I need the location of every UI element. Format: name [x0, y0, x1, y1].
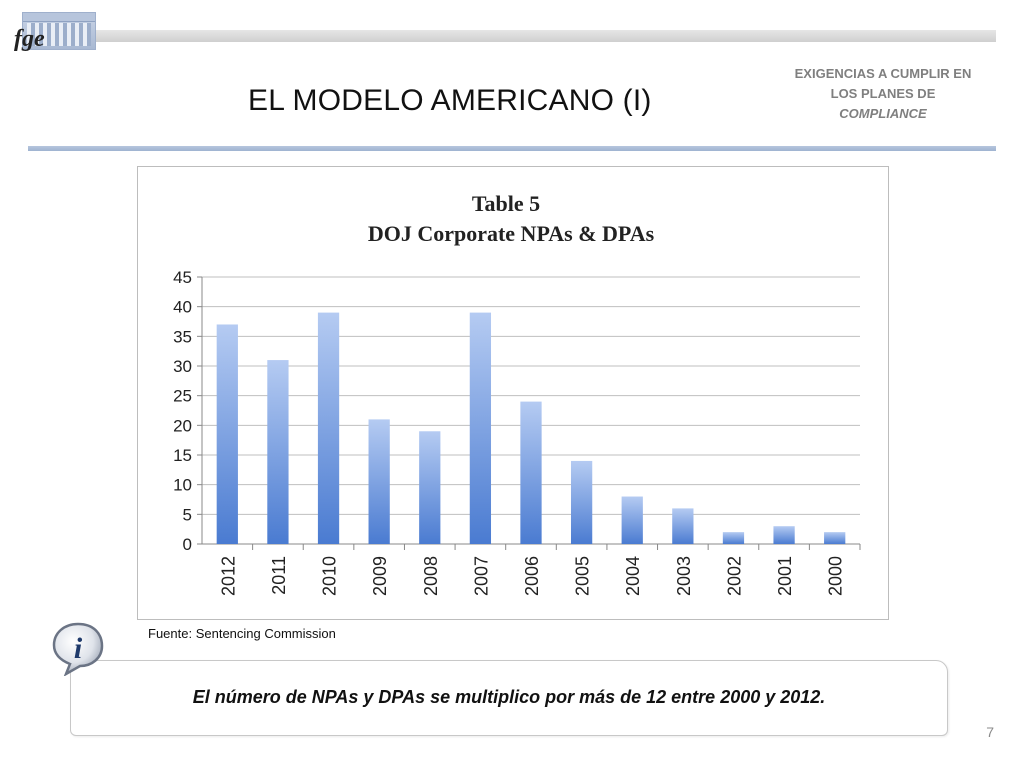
source-note: Fuente: Sentencing Commission — [148, 626, 336, 641]
y-tick-label: 40 — [173, 298, 192, 317]
chart-subtitle: DOJ Corporate NPAs & DPAs — [368, 221, 655, 246]
header-bar — [96, 30, 996, 42]
x-tick-label: 2012 — [218, 556, 238, 596]
bar-2003 — [672, 508, 694, 544]
x-tick-label: 2001 — [775, 556, 795, 596]
info-text: El número de NPAs y DPAs se multiplico p… — [192, 687, 826, 707]
chart-title: Table 5 — [472, 191, 540, 216]
y-tick-label: 25 — [173, 387, 192, 406]
info-callout: El número de NPAs y DPAs se multiplico p… — [70, 660, 948, 736]
logo-text: fge — [14, 26, 45, 52]
page-title: EL MODELO AMERICANO (I) — [248, 84, 652, 117]
x-tick-label: 2004 — [623, 556, 643, 596]
header-divider — [28, 146, 996, 151]
bar-2005 — [570, 460, 593, 544]
bar-2012 — [216, 324, 238, 544]
x-tick-label: 2005 — [573, 556, 593, 596]
side-heading-line2: LOS PLANES DE — [830, 86, 936, 101]
y-tick-label: 15 — [173, 446, 192, 465]
x-tick-label: 2003 — [674, 556, 694, 596]
x-tick-label: 2000 — [826, 556, 846, 596]
bar-2011 — [267, 360, 289, 544]
y-tick-label: 30 — [173, 357, 192, 376]
bar-2010 — [317, 312, 340, 544]
bar-2004 — [621, 496, 643, 544]
bar-2008 — [419, 431, 441, 544]
bar-2002 — [722, 532, 745, 544]
logo-building — [22, 12, 96, 50]
side-heading-line1: EXIGENCIAS A CUMPLIR EN — [794, 66, 972, 81]
bar-2001 — [773, 526, 795, 544]
x-tick-label: 2008 — [421, 556, 441, 596]
bar-2007 — [469, 312, 492, 544]
chart-frame: Table 5 DOJ Corporate NPAs & DPAs 0 5 10 15… — [137, 166, 889, 620]
x-tick-label: 2010 — [320, 556, 340, 596]
y-tick-label: 10 — [173, 476, 192, 495]
bar-chart: Table 5 DOJ Corporate NPAs & DPAs 0 5 10 15… — [173, 191, 861, 596]
page-number: 7 — [986, 724, 994, 740]
x-tick-label: 2009 — [370, 556, 390, 596]
bar-2009 — [368, 419, 390, 544]
svg-text:i: i — [74, 632, 83, 665]
side-heading-line3: COMPLIANCE — [839, 106, 927, 121]
y-tick-label: 0 — [183, 535, 192, 554]
x-tick-label: 2011 — [269, 556, 289, 595]
info-icon: i — [52, 622, 104, 676]
y-tick-label: 45 — [173, 268, 192, 287]
y-tick-label: 5 — [183, 505, 192, 524]
bar-2006 — [520, 401, 542, 544]
x-tick-label: 2002 — [724, 556, 744, 596]
y-tick-label: 20 — [173, 416, 192, 435]
y-tick-label: 35 — [173, 327, 192, 346]
side-heading: EXIGENCIAS A CUMPLIR EN LOS PLANES DE CO… — [780, 64, 986, 124]
x-tick-label: 2006 — [522, 556, 542, 596]
x-tick-label: 2007 — [471, 556, 491, 596]
bar-2000 — [824, 532, 846, 544]
